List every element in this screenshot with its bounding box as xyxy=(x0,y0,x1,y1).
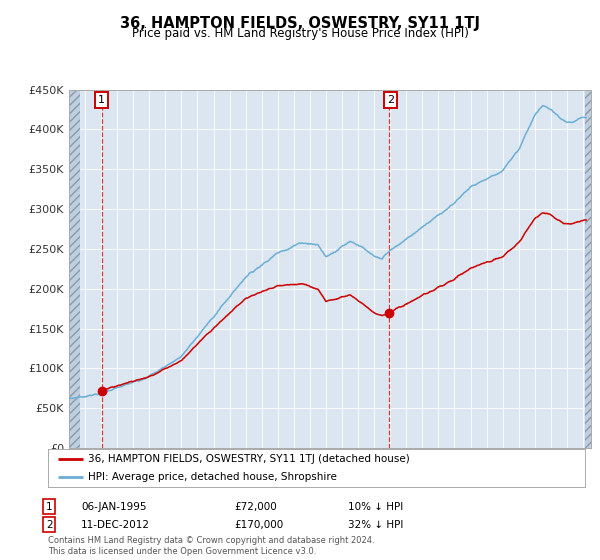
Text: 32% ↓ HPI: 32% ↓ HPI xyxy=(348,520,403,530)
Text: HPI: Average price, detached house, Shropshire: HPI: Average price, detached house, Shro… xyxy=(88,472,337,482)
Text: 2: 2 xyxy=(386,95,394,105)
Text: £170,000: £170,000 xyxy=(234,520,283,530)
Text: 11-DEC-2012: 11-DEC-2012 xyxy=(81,520,150,530)
Text: 2: 2 xyxy=(46,520,53,530)
Text: 1: 1 xyxy=(46,502,53,512)
Text: 36, HAMPTON FIELDS, OSWESTRY, SY11 1TJ: 36, HAMPTON FIELDS, OSWESTRY, SY11 1TJ xyxy=(120,16,480,31)
Text: Price paid vs. HM Land Registry's House Price Index (HPI): Price paid vs. HM Land Registry's House … xyxy=(131,27,469,40)
Text: 10% ↓ HPI: 10% ↓ HPI xyxy=(348,502,403,512)
Text: 06-JAN-1995: 06-JAN-1995 xyxy=(81,502,146,512)
Text: 1: 1 xyxy=(98,95,104,105)
Bar xyxy=(69,90,80,448)
Text: £72,000: £72,000 xyxy=(234,502,277,512)
Text: 36, HAMPTON FIELDS, OSWESTRY, SY11 1TJ (detached house): 36, HAMPTON FIELDS, OSWESTRY, SY11 1TJ (… xyxy=(88,454,410,464)
Bar xyxy=(584,90,591,448)
Text: Contains HM Land Registry data © Crown copyright and database right 2024.
This d: Contains HM Land Registry data © Crown c… xyxy=(48,536,374,556)
